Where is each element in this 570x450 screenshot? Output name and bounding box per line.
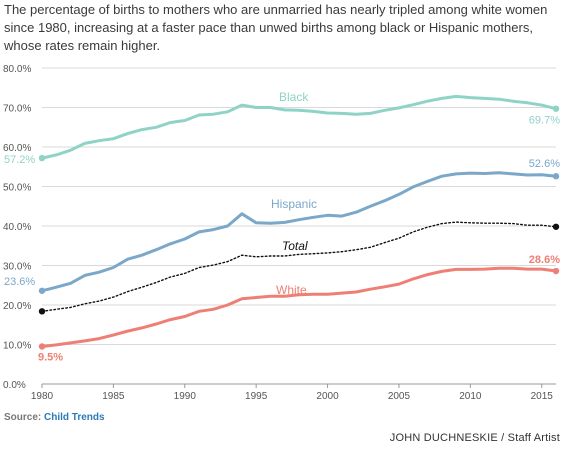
source-label: Source:	[4, 412, 42, 423]
x-tick-label: 1980	[31, 391, 54, 402]
series-name-white: White	[276, 283, 307, 297]
y-tick-label: 10.0%	[3, 341, 31, 352]
y-tick-label: 60.0%	[3, 143, 31, 154]
endpoint-start-hispanic	[38, 287, 46, 294]
end-value-black: 69.7%	[529, 115, 560, 127]
endpoint-end-hispanic	[552, 173, 560, 180]
endpoint-start-total	[38, 308, 46, 315]
x-tick-label: 2015	[531, 391, 554, 402]
endpoint-start-black	[38, 154, 46, 162]
x-tick-labels: 1980 1985 1990 1995 2000 2005 2010 2015	[31, 384, 553, 402]
end-value-white: 28.6%	[529, 254, 560, 266]
y-tick-label: 70.0%	[3, 104, 31, 115]
y-tick-label: 80.0%	[3, 64, 31, 75]
series-name-total: Total	[282, 239, 308, 253]
series-name-hispanic: Hispanic	[271, 197, 317, 211]
start-value-white: 9.5%	[38, 351, 63, 363]
x-tick-label: 1985	[102, 391, 125, 402]
y-tick-label: 20.0%	[3, 301, 31, 312]
x-tick-label: 2010	[459, 391, 482, 402]
source-link[interactable]: Child Trends	[44, 412, 105, 423]
x-tick-label: 2005	[388, 391, 411, 402]
source-note: Source: Child Trends	[4, 412, 105, 423]
series-name-black: Black	[279, 90, 309, 104]
series-line-white	[40, 266, 558, 348]
series-line-hispanic	[40, 171, 558, 293]
x-tick-label: 2000	[316, 391, 339, 402]
chart-caption: The percentage of births to mothers who …	[4, 2, 548, 53]
y-tick-label: 30.0%	[3, 262, 31, 273]
end-value-hispanic: 52.6%	[529, 158, 560, 170]
series-line-black	[40, 94, 558, 160]
y-tick-labels: 0.0% 10.0% 20.0% 30.0% 40.0% 50.0% 60.0% 70.0% 8…	[3, 64, 31, 391]
series-labels: Black 57.2% 69.7% Hispanic 23.6% 52.6% Total Wh…	[4, 90, 560, 363]
x-tick-label: 1995	[245, 391, 268, 402]
start-value-hispanic: 23.6%	[4, 276, 35, 288]
x-tick-label: 1990	[174, 391, 197, 402]
credit-line: JOHN DUCHNESKIE / Staff Artist	[389, 432, 560, 444]
endpoint-end-white	[552, 267, 560, 275]
series-lines	[38, 94, 560, 350]
grid-layer	[42, 67, 556, 385]
start-value-black: 57.2%	[4, 154, 35, 166]
endpoint-start-white	[38, 343, 46, 350]
y-tick-label: 50.0%	[3, 183, 31, 194]
y-tick-label: 40.0%	[3, 222, 31, 233]
endpoint-end-total	[552, 223, 560, 230]
series-line-total	[41, 221, 557, 312]
y-tick-label: 0.0%	[3, 380, 26, 391]
endpoint-end-black	[552, 105, 560, 112]
